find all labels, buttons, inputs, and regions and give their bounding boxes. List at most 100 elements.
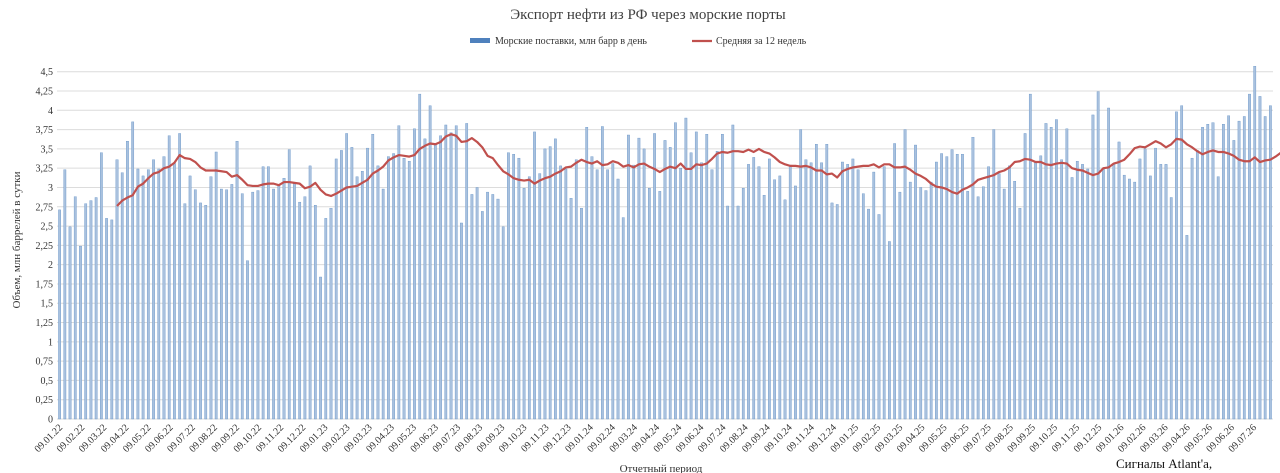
y-tick-label: 1,75 xyxy=(36,279,54,290)
bar xyxy=(366,147,369,420)
bar xyxy=(126,140,129,420)
bar xyxy=(762,195,766,420)
bar xyxy=(68,226,72,420)
bar xyxy=(940,153,943,420)
bar xyxy=(199,202,202,420)
bar xyxy=(1070,177,1074,420)
bar xyxy=(642,148,646,420)
bar xyxy=(220,188,223,420)
bar xyxy=(799,129,803,420)
bar xyxy=(757,166,761,420)
bar xyxy=(783,199,787,420)
bar xyxy=(966,191,970,420)
bar xyxy=(705,134,709,420)
bar xyxy=(340,150,343,420)
bar xyxy=(882,166,886,420)
bar xyxy=(214,151,218,420)
bar xyxy=(935,161,938,420)
bar xyxy=(830,202,834,420)
bar xyxy=(517,157,521,420)
bar xyxy=(841,161,844,420)
bar xyxy=(1232,140,1236,420)
bar-series xyxy=(58,66,1272,420)
bar xyxy=(496,198,500,420)
bar xyxy=(658,191,662,420)
bar xyxy=(204,205,208,420)
bar xyxy=(188,175,192,420)
bar xyxy=(1081,164,1084,420)
y-tick-label: 4,25 xyxy=(36,87,54,98)
bar xyxy=(616,178,620,420)
bar xyxy=(976,196,980,420)
bar xyxy=(1133,181,1137,420)
bar xyxy=(1237,120,1241,420)
bar xyxy=(1013,181,1017,420)
bar xyxy=(668,147,672,420)
bar xyxy=(1143,148,1147,420)
bar xyxy=(110,219,114,420)
bar xyxy=(183,203,187,420)
bar xyxy=(809,162,813,420)
y-axis-ticks: 0 0,25 0,5 0,75 1 1,25 1,5 1,75 2 2,25 2,5 2,75 3 3,2… xyxy=(36,67,54,425)
bar xyxy=(298,201,302,420)
bar xyxy=(715,151,719,420)
bar xyxy=(637,137,641,420)
bar xyxy=(120,172,124,420)
bar xyxy=(825,144,829,420)
bar xyxy=(814,144,818,420)
y-tick-label: 3 xyxy=(48,183,53,194)
bar xyxy=(261,166,265,420)
bar xyxy=(1258,96,1262,420)
y-tick-label: 0,75 xyxy=(36,357,54,368)
bar xyxy=(741,188,745,420)
bar xyxy=(653,133,656,420)
bar xyxy=(674,122,677,420)
bar xyxy=(929,181,933,420)
y-tick-label: 2,5 xyxy=(41,222,54,233)
y-tick-label: 0 xyxy=(48,415,53,426)
bar xyxy=(538,173,542,420)
bar xyxy=(731,124,735,420)
bar xyxy=(225,189,228,420)
bar xyxy=(89,200,93,420)
bar xyxy=(569,198,573,420)
bar xyxy=(574,159,578,420)
bar xyxy=(423,138,427,420)
bar xyxy=(564,168,568,420)
bar xyxy=(1055,119,1058,420)
bar xyxy=(872,171,876,420)
bar xyxy=(209,176,213,420)
bar xyxy=(173,163,176,420)
bar xyxy=(856,169,860,420)
y-tick-label: 0,5 xyxy=(41,376,54,387)
bar xyxy=(543,148,547,420)
bar xyxy=(1002,188,1006,420)
y-tick-label: 4,5 xyxy=(41,67,54,78)
bar xyxy=(522,188,526,420)
bar xyxy=(945,156,949,420)
bar xyxy=(146,169,150,420)
bar xyxy=(554,138,557,420)
bar xyxy=(355,176,359,420)
bar xyxy=(1154,147,1157,420)
bar xyxy=(1096,91,1100,420)
bar xyxy=(726,205,729,420)
bar xyxy=(971,137,975,420)
bar xyxy=(79,245,82,420)
bar xyxy=(694,131,698,420)
bar xyxy=(308,165,312,420)
bar xyxy=(721,134,724,420)
bar xyxy=(1216,176,1220,420)
bar xyxy=(820,162,823,420)
bar xyxy=(293,183,296,420)
bar xyxy=(152,159,155,420)
bar xyxy=(1149,175,1152,420)
bar xyxy=(136,168,140,420)
bar xyxy=(585,127,589,420)
bar xyxy=(444,124,448,420)
bar xyxy=(1175,111,1178,420)
x-axis-title: Отчетный период xyxy=(620,463,703,473)
y-tick-label: 2,75 xyxy=(36,202,54,213)
bar xyxy=(267,166,270,420)
bar xyxy=(590,156,594,420)
